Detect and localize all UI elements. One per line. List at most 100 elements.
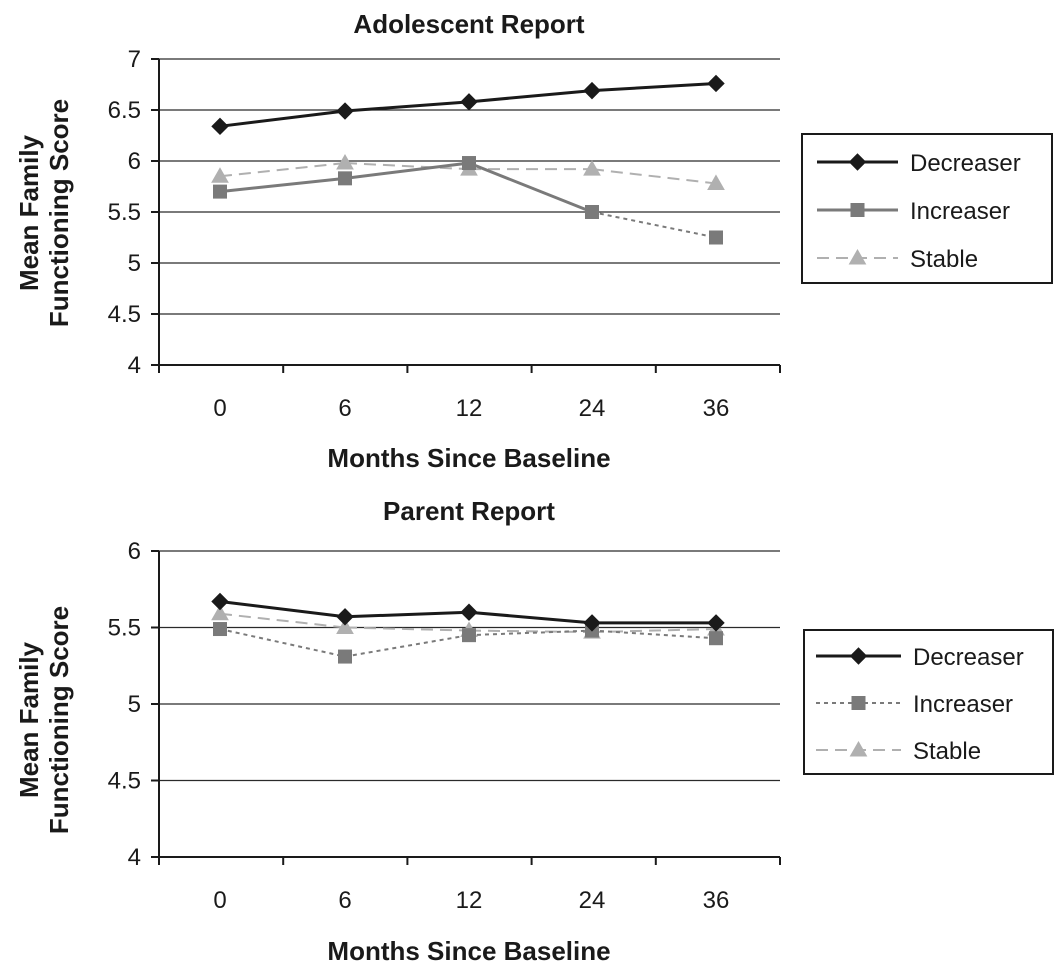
data-point	[462, 156, 476, 171]
data-point	[585, 205, 599, 219]
series-layer	[211, 592, 725, 664]
legend: Decreaser Increaser Stable	[801, 133, 1053, 284]
data-point	[338, 649, 352, 664]
axes	[151, 58, 781, 373]
chart-title: Adolescent Report	[353, 9, 584, 39]
data-point	[460, 603, 478, 621]
data-point	[707, 614, 725, 632]
series-line-segment	[219, 176, 346, 194]
series-line-segment	[591, 168, 717, 185]
series-line-segment	[468, 89, 593, 104]
legend-item-increaser: Increaser	[816, 691, 1013, 718]
legend-item-decreaser: Decreaser	[816, 644, 1024, 671]
legend-label: Increaser	[910, 198, 1010, 225]
series-increaser	[213, 622, 723, 664]
x-tick-label: 12	[456, 887, 483, 914]
data-point	[707, 174, 725, 190]
series-line-segment	[219, 600, 346, 619]
y-tick-label: 4.5	[108, 301, 141, 328]
legend: Decreaser Increaser Stable	[803, 629, 1054, 775]
y-tick-label: 7	[128, 46, 141, 73]
y-axis-label: Mean Family Functioning Score	[14, 99, 74, 327]
data-point	[462, 628, 476, 643]
x-tick-label: 6	[338, 887, 351, 914]
y-tick-label: 5	[128, 250, 141, 277]
legend-label: Decreaser	[913, 644, 1024, 671]
series-layer	[211, 74, 725, 245]
data-point	[583, 614, 601, 632]
legend-item-stable: Stable	[817, 246, 978, 273]
x-axis-label: Months Since Baseline	[327, 936, 610, 966]
data-point	[583, 81, 601, 100]
legend-swatch-marker	[851, 696, 866, 710]
data-point	[211, 604, 229, 621]
legend-swatch-marker	[849, 740, 868, 757]
series-line-segment	[344, 626, 470, 632]
x-tick-labels: 0 6 12 24 36	[213, 887, 729, 914]
y-tick-label: 5.5	[108, 199, 141, 226]
y-axis-label: Mean Family Functioning Score	[14, 606, 74, 834]
y-tick-label: 4	[128, 844, 141, 871]
series-line-segment	[219, 628, 346, 658]
axes	[151, 550, 781, 865]
series-line-segment	[468, 629, 593, 634]
series-stable	[211, 154, 725, 190]
chart-title: Parent Report	[383, 496, 555, 526]
data-point	[709, 230, 723, 245]
legend-item-stable: Stable	[816, 738, 981, 765]
x-tick-label: 12	[456, 395, 483, 422]
x-tick-label: 24	[579, 395, 606, 422]
data-point	[336, 154, 354, 170]
adolescent-chart: Adolescent Report Mean Family Functionin…	[14, 9, 1053, 473]
data-point	[213, 622, 227, 637]
data-point	[460, 93, 478, 111]
series-line-segment	[219, 162, 346, 178]
series-line-segment	[219, 612, 346, 629]
legend-swatch-marker	[850, 203, 865, 217]
data-point	[336, 608, 354, 626]
series-line-segment	[344, 161, 470, 180]
data-point	[336, 618, 354, 634]
data-point	[707, 74, 725, 93]
series-line-segment	[591, 629, 717, 640]
parent-chart: Parent Report Mean Family Functioning Sc…	[14, 496, 1054, 966]
x-tick-label: 36	[703, 887, 730, 914]
series-line-segment	[468, 610, 593, 625]
y-axis-label-line-2: Functioning Score	[44, 606, 74, 834]
series-line-segment	[591, 628, 717, 634]
legend-swatch-marker	[848, 153, 867, 171]
y-axis-label-line-1: Mean Family	[14, 641, 44, 798]
legend-item-increaser: Increaser	[817, 198, 1010, 225]
x-tick-label: 6	[338, 395, 351, 422]
legend-swatch-marker	[848, 248, 867, 265]
series-line-segment	[468, 161, 593, 214]
series-increaser	[213, 156, 723, 245]
legend-label: Decreaser	[910, 150, 1021, 177]
data-point	[338, 171, 352, 186]
series-line-segment	[591, 211, 717, 239]
legend-label: Stable	[910, 246, 978, 273]
legend-swatch-marker	[849, 647, 868, 665]
y-tick-label: 4.5	[108, 768, 141, 795]
data-point	[211, 117, 229, 136]
y-tick-labels: 4 4.5 5 5.5 6 6.5 7	[108, 46, 141, 379]
series-line-segment	[344, 162, 470, 171]
y-tick-labels: 4 4.5 5 5.5 6	[108, 538, 141, 871]
y-tick-label: 6	[128, 538, 141, 565]
x-tick-labels: 0 6 12 24 36	[213, 395, 729, 422]
data-point	[709, 631, 723, 646]
y-tick-label: 6	[128, 148, 141, 175]
series-line-segment	[591, 81, 717, 93]
x-tick-label: 0	[213, 887, 226, 914]
x-tick-label: 24	[579, 887, 606, 914]
y-axis-label-line-2: Functioning Score	[44, 99, 74, 327]
series-line-segment	[344, 610, 470, 619]
grid-lines	[159, 550, 780, 782]
data-point	[211, 167, 229, 183]
y-tick-label: 5.5	[108, 615, 141, 642]
x-tick-label: 36	[703, 395, 730, 422]
data-point	[211, 592, 229, 611]
legend-label: Stable	[913, 738, 981, 765]
legend-item-decreaser: Decreaser	[817, 150, 1021, 177]
